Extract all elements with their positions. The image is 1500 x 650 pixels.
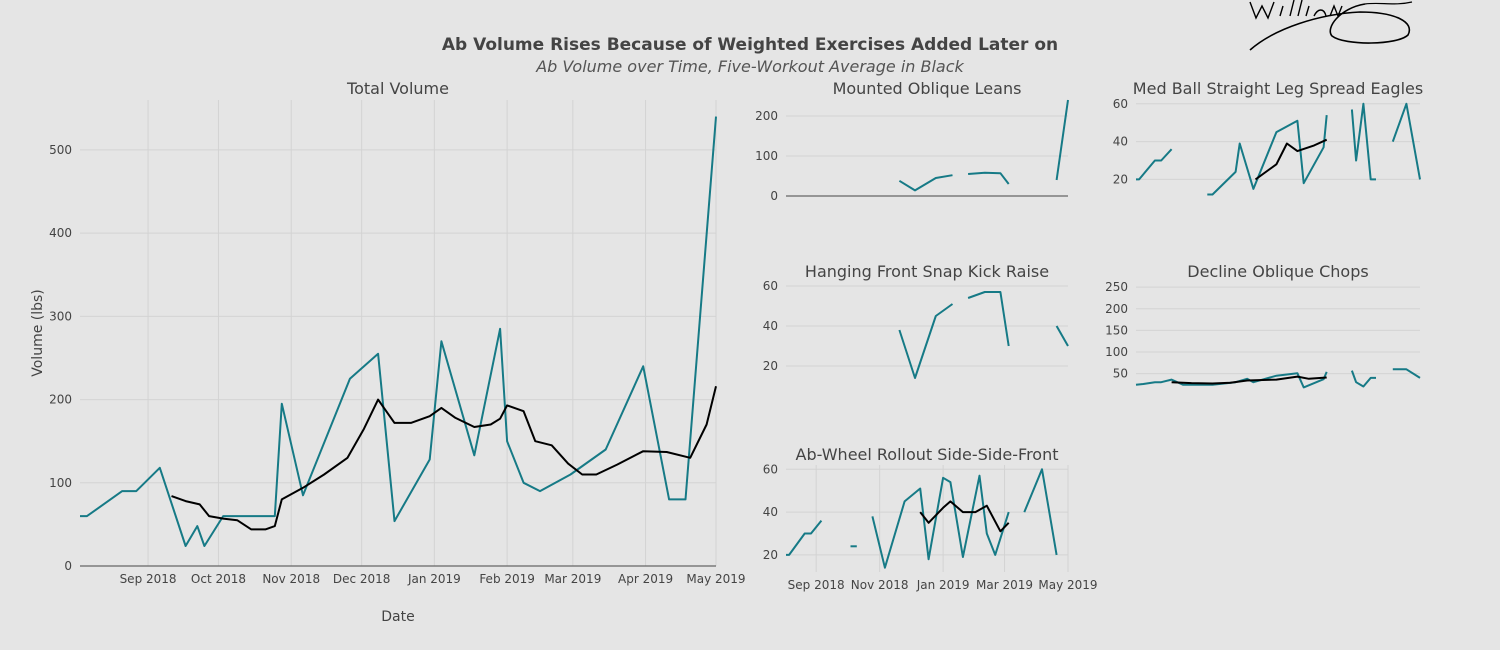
x-tick-label: Jan 2019	[916, 578, 970, 592]
panel-title: Mounted Oblique Leans	[833, 79, 1022, 98]
panel-decline: Decline Oblique Chops 50 100 150 200 250	[1105, 262, 1421, 389]
y-tick-label: 300	[49, 309, 72, 323]
y-tick-label: 500	[49, 143, 72, 157]
series-line-mounted-2	[1055, 99, 1069, 181]
x-tick-label: Feb 2019	[479, 572, 535, 586]
series-line-abwheel-2	[871, 474, 1010, 569]
x-tick-label: Nov 2018	[851, 578, 909, 592]
series-line-medball-0	[1136, 148, 1173, 181]
panel-abwheel: Ab-Wheel Rollout Side-Side-Front 20 40 60 Se…	[763, 445, 1098, 592]
series-line-medball-1	[1207, 115, 1328, 196]
x-tick-label: Mar 2019	[544, 572, 601, 586]
y-tick-label: 200	[755, 109, 778, 123]
y-axis-label: Volume (lbs)	[30, 289, 46, 377]
series-line-hanging-1	[967, 291, 1010, 347]
x-tick-label: Sep 2018	[120, 572, 177, 586]
panel-hanging: Hanging Front Snap Kick Raise 20 40 60	[763, 262, 1069, 379]
y-tick-label: 60	[763, 279, 778, 293]
series-line-decline-1	[1350, 370, 1376, 388]
y-tick-label: 200	[1105, 302, 1128, 316]
x-tick-label: Apr 2019	[618, 572, 673, 586]
x-axis-label: Date	[381, 609, 414, 625]
panel-total: Total Volume 0 100 200 300 400 500 Sep 2018 Oct …	[30, 79, 746, 625]
panel-medball: Med Ball Straight Leg Spread Eagles 20 40 6…	[1113, 79, 1423, 196]
y-tick-label: 250	[1105, 280, 1128, 294]
chart-subtitle: Ab Volume over Time, Five-Workout Averag…	[535, 57, 964, 76]
series-line-hanging-0	[898, 303, 954, 379]
y-tick-label: 0	[770, 189, 778, 203]
y-tick-label: 0	[64, 559, 72, 573]
panel-title: Hanging Front Snap Kick Raise	[805, 262, 1049, 281]
x-tick-label: Sep 2018	[788, 578, 845, 592]
x-tick-label: Nov 2018	[262, 572, 320, 586]
y-tick-label: 100	[755, 149, 778, 163]
y-tick-label: 20	[763, 359, 778, 373]
series-line-mounted-0	[898, 174, 953, 192]
series-line-total-0	[80, 116, 717, 547]
chart-title: Ab Volume Rises Because of Weighted Exer…	[442, 35, 1058, 55]
y-tick-label: 50	[1113, 367, 1128, 381]
x-tick-label: May 2019	[686, 572, 745, 586]
series-line-hanging-2	[1055, 325, 1069, 347]
y-tick-label: 150	[1105, 323, 1128, 337]
y-tick-label: 400	[49, 226, 72, 240]
x-tick-label: May 2019	[1038, 578, 1097, 592]
x-tick-label: Mar 2019	[976, 578, 1033, 592]
y-tick-label: 60	[763, 462, 778, 476]
series-line-abwheel-3	[1023, 468, 1058, 556]
y-tick-label: 100	[1105, 345, 1128, 359]
panel-title: Decline Oblique Chops	[1187, 262, 1368, 281]
y-tick-label: 40	[1113, 135, 1128, 149]
x-tick-label: Oct 2018	[191, 572, 246, 586]
y-tick-label: 40	[763, 319, 778, 333]
y-tick-label: 200	[49, 393, 72, 407]
panel-title: Ab-Wheel Rollout Side-Side-Front	[796, 445, 1059, 464]
x-tick-label: Jan 2019	[407, 572, 461, 586]
series-line-abwheel-0	[786, 519, 823, 556]
panel-mounted: Mounted Oblique Leans 0 100 200	[755, 79, 1069, 203]
series-line-decline-2	[1392, 368, 1421, 379]
y-tick-label: 100	[49, 476, 72, 490]
panel-title: Total Volume	[346, 79, 449, 98]
y-tick-label: 20	[763, 548, 778, 562]
series-line-mounted-1	[968, 171, 1010, 185]
average-line-decline	[1171, 375, 1327, 385]
x-tick-label: Dec 2018	[333, 572, 391, 586]
series-line-decline-0	[1135, 371, 1328, 389]
average-line-total	[171, 386, 717, 531]
y-tick-label: 20	[1113, 172, 1128, 186]
panel-title: Med Ball Straight Leg Spread Eagles	[1133, 79, 1423, 98]
signature-logo	[1249, 0, 1413, 51]
average-line-medball	[1254, 138, 1328, 181]
y-tick-label: 40	[763, 505, 778, 519]
series-line-medball-3	[1391, 102, 1421, 180]
y-tick-label: 60	[1113, 97, 1128, 111]
average-line-abwheel	[919, 500, 1010, 533]
series-line-medball-2	[1350, 102, 1376, 181]
